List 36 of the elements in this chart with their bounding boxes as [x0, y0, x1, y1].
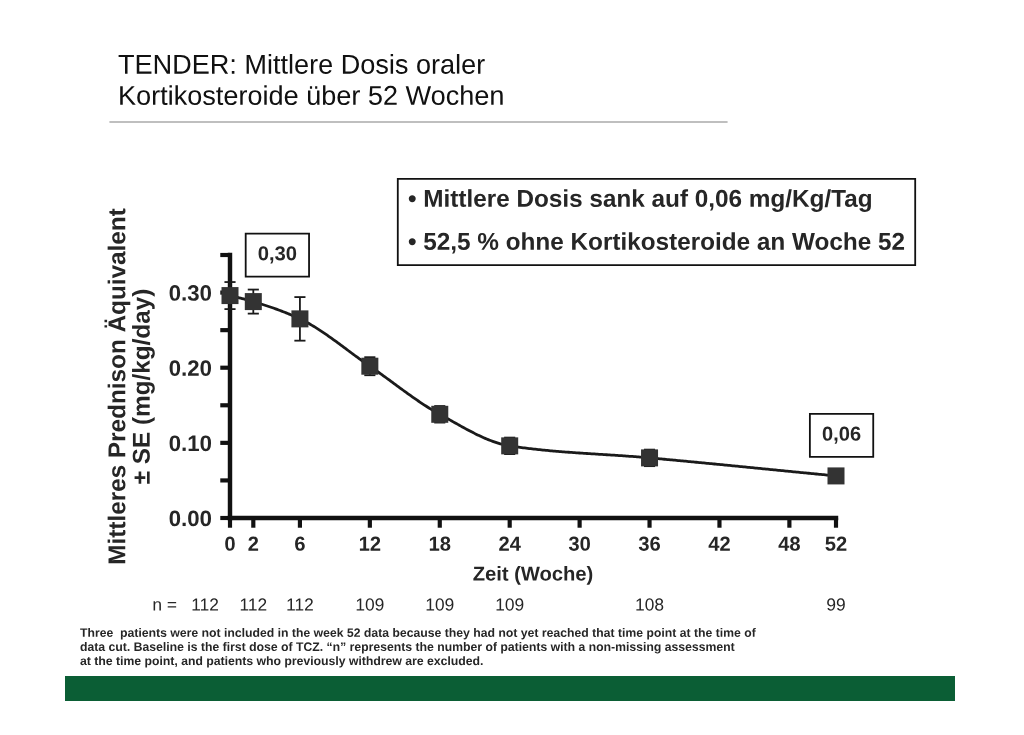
x-tick-label: 0: [225, 536, 235, 551]
text: 99: [827, 598, 845, 611]
text: Three patients were not included in the week 52 data because they had not yet reached that time point at the time of data cut. Baseline is the first dose of TCZ. “n” represents the number of patients with a non-missing assessment at the time point, and patients who previously withdrew are excluded.: [80, 628, 756, 668]
text: 112: [240, 598, 267, 611]
x-tick-label: 42: [708, 536, 730, 551]
x-tick-label: 36: [638, 536, 661, 551]
point: [291, 310, 309, 328]
chart-title: TENDER: Mittlere Dosis oraler Kortikosteroide über 52 Wochen: [118, 54, 503, 106]
text: n =: [153, 601, 177, 611]
text: 109: [426, 598, 454, 611]
y-tick-label: 0.00: [169, 510, 212, 527]
point: [244, 293, 262, 311]
x-tick-label: 18: [429, 536, 451, 551]
text: 112: [287, 598, 313, 611]
annotation: 0,06: [822, 426, 861, 444]
text: 109: [356, 598, 384, 611]
y-tick-label: 0.30: [169, 285, 212, 301]
text: • 52,5 % ohne Kortikosteroide an Woche 52: [408, 232, 905, 254]
x-tick-label: 52: [825, 536, 847, 551]
text: 112: [192, 598, 219, 611]
y-tick-label: 0.20: [169, 360, 212, 376]
x-tick-label: 24: [499, 536, 521, 551]
point: [221, 287, 239, 305]
y-axis-title: Mittleres Prednison Äquivalent ± SE (mg/kg/day): [104, 208, 155, 564]
x-tick-label: 2: [248, 536, 259, 551]
text: 108: [636, 598, 664, 611]
text: 109: [496, 598, 524, 611]
y-tick-label: 0.10: [169, 435, 212, 452]
annotation: 0,30: [258, 246, 297, 264]
x-tick-label: 6: [295, 536, 305, 551]
x-tick-label: 30: [568, 536, 590, 551]
x-tick-label: 12: [359, 536, 381, 551]
x-tick-label: 48: [778, 536, 800, 551]
point: [827, 467, 845, 485]
x-axis-title: Zeit (Woche): [473, 565, 593, 585]
text: • Mittlere Dosis sank auf 0,06 mg/Kg/Tag: [408, 189, 871, 212]
